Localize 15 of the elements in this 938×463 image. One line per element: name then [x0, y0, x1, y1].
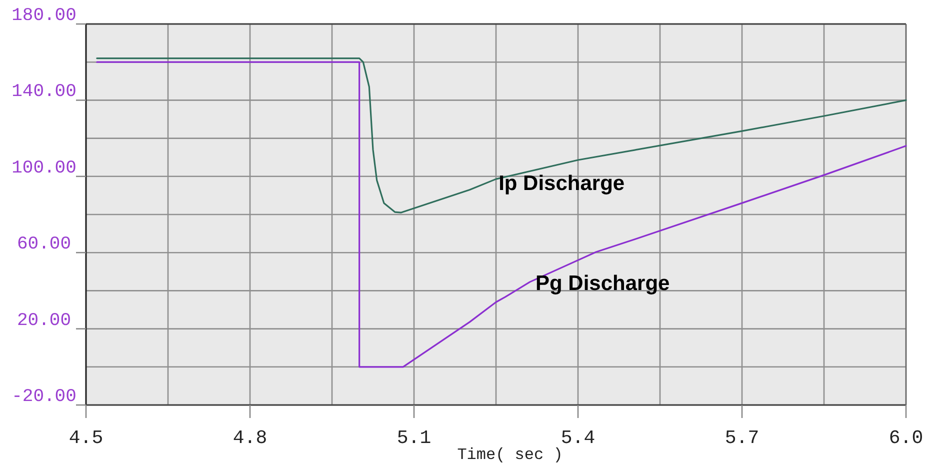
y-tick-label: 180.00: [12, 6, 76, 26]
y-tick-label: 140.00: [12, 82, 76, 102]
series-label: Ip Discharge: [498, 172, 625, 195]
y-tick-label: -20.00: [12, 387, 76, 407]
x-tick-label: 4.5: [68, 427, 104, 449]
x-axis-title: Time( sec ): [457, 446, 563, 463]
x-tick-label: 5.1: [396, 427, 432, 449]
x-tick-label: 6.0: [888, 427, 924, 449]
x-tick-label: 4.8: [232, 427, 268, 449]
y-tick-label: 60.00: [16, 234, 72, 255]
y-tick-label: 100.00: [12, 158, 76, 178]
y-tick-label: 20.00: [16, 310, 72, 331]
x-tick-label: 5.4: [560, 427, 596, 449]
x-tick-label: 5.7: [724, 427, 760, 449]
series-label: Pg Discharge: [535, 272, 670, 295]
